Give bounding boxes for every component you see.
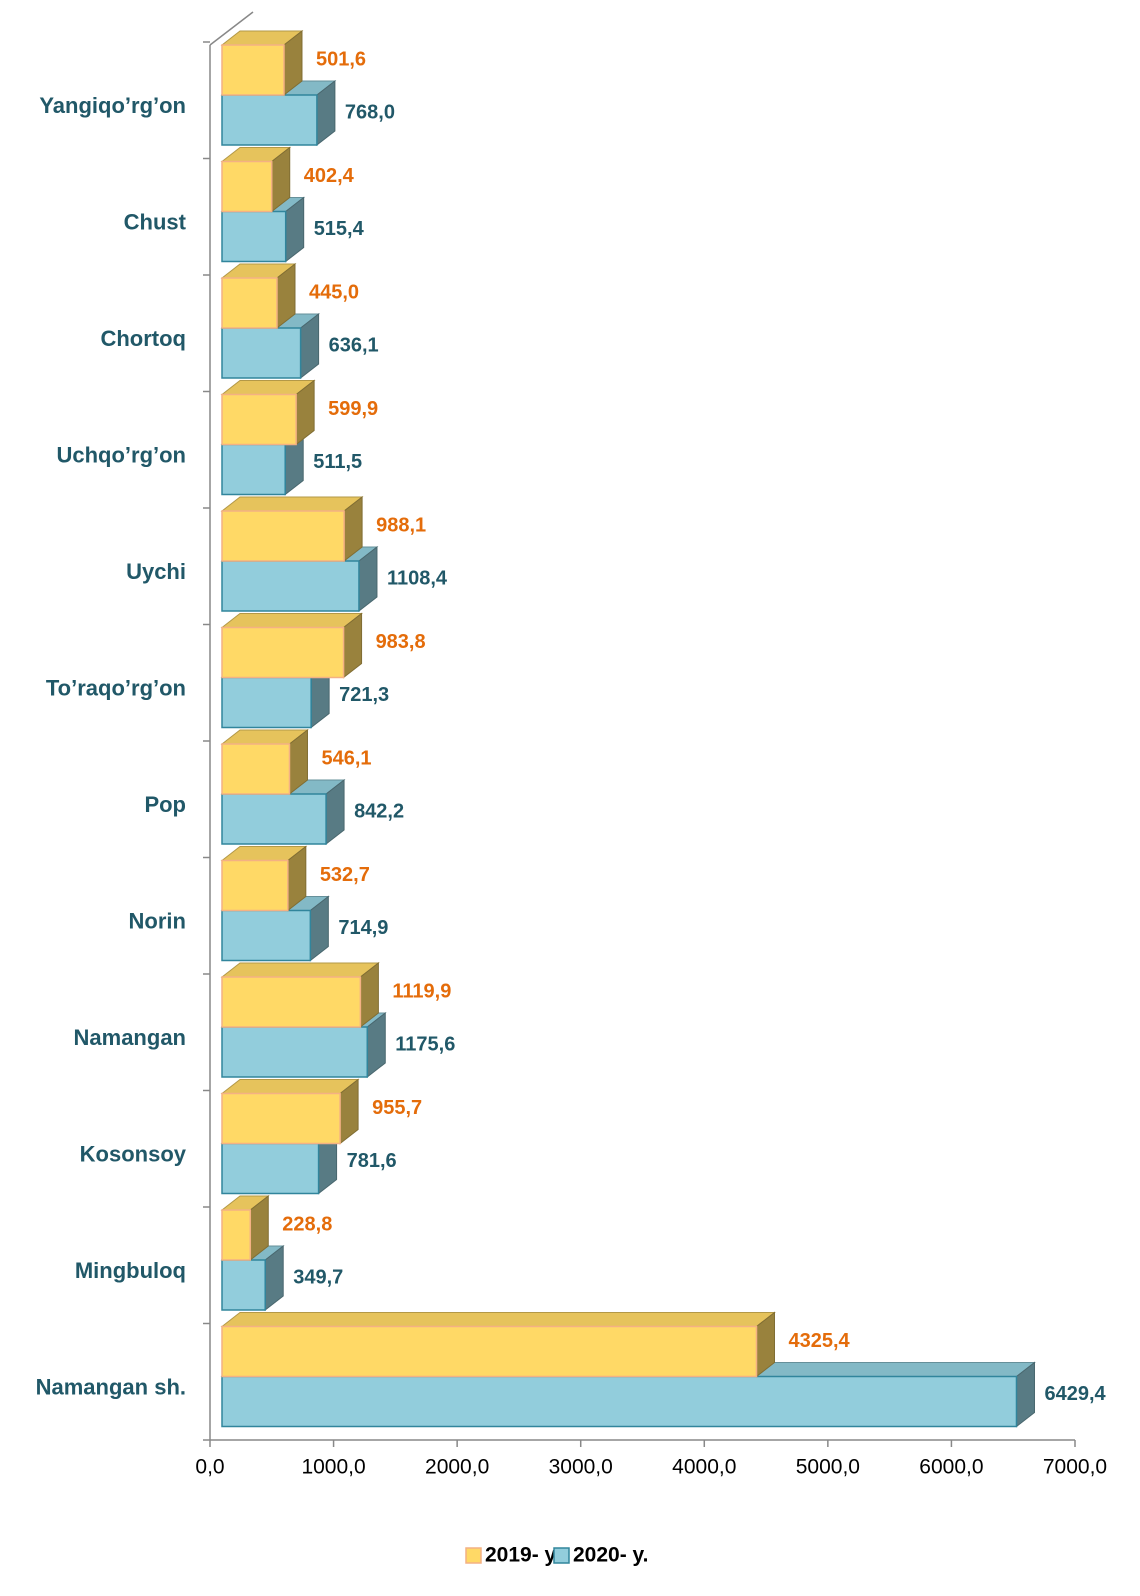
bar-top [220, 1079, 360, 1094]
data-label: 402,4 [304, 165, 355, 187]
legend-swatch [465, 1547, 482, 1564]
data-label: 532,7 [320, 864, 370, 886]
x-tick-label: 0,0 [195, 1456, 224, 1479]
data-label: 511,5 [313, 451, 362, 473]
bar [221, 626, 345, 679]
data-label: 636,1 [329, 334, 379, 356]
category-label: Uchqo’rg’on [56, 442, 186, 467]
category-label: Kosonsoy [80, 1141, 187, 1166]
data-label: 714,9 [338, 917, 388, 939]
data-label: 983,8 [376, 631, 426, 653]
bar [221, 1142, 320, 1195]
bar [221, 277, 278, 329]
data-label: 768,0 [345, 101, 395, 123]
bar-top [220, 613, 364, 628]
bar [221, 1325, 758, 1378]
bar [221, 859, 289, 912]
category-label: Yangiqo’rg’on [39, 93, 186, 118]
category-label: Mingbuloq [75, 1258, 186, 1283]
bar [221, 393, 297, 446]
bar-top [220, 962, 380, 978]
bar [221, 1259, 266, 1311]
legend-swatch [553, 1547, 570, 1564]
bar [221, 94, 318, 146]
data-label: 501,6 [316, 48, 366, 70]
data-label: 1108,4 [387, 567, 448, 589]
bar [221, 443, 286, 496]
category-label: Pop [144, 792, 186, 817]
x-tick-label: 3000,0 [549, 1456, 613, 1479]
bar [221, 210, 287, 263]
bar [221, 793, 327, 845]
data-label: 1175,6 [395, 1033, 455, 1055]
category-label: Uychi [126, 559, 186, 584]
data-label: 721,3 [339, 684, 389, 706]
bar [221, 676, 312, 729]
bar [221, 976, 362, 1028]
category-label: Chust [124, 209, 187, 234]
bar [221, 909, 312, 962]
data-label: 599,9 [328, 398, 378, 420]
data-label: 6429,4 [1044, 1383, 1106, 1405]
data-label: 781,6 [347, 1150, 397, 1172]
data-label: 4325,4 [788, 1330, 850, 1352]
category-label: Chortoq [100, 326, 186, 351]
category-label: Norin [129, 908, 186, 933]
data-label: 349,7 [293, 1266, 343, 1288]
category-label: Namangan sh. [36, 1374, 186, 1399]
x-tick-label: 2000,0 [425, 1456, 489, 1479]
bar-top [220, 1312, 776, 1327]
data-label: 842,2 [354, 800, 404, 822]
bar [221, 743, 291, 795]
bar [221, 44, 285, 96]
data-label: 955,7 [372, 1097, 422, 1119]
data-label: 546,1 [321, 747, 371, 769]
data-label: 988,1 [376, 514, 426, 536]
category-label: To’raqo’rg’on [46, 675, 186, 700]
bar [221, 1092, 341, 1145]
data-label: 445,0 [309, 281, 359, 303]
x-tick-label: 6000,0 [919, 1456, 983, 1479]
bar [221, 1375, 1018, 1428]
bar [221, 1026, 369, 1078]
legend-label: 2020- y. [573, 1544, 649, 1567]
bar [221, 560, 360, 612]
data-label: 515,4 [314, 218, 365, 240]
bar [221, 160, 273, 213]
bar-top [220, 496, 364, 512]
x-tick-label: 1000,0 [301, 1456, 365, 1479]
bar [221, 510, 345, 562]
bar [221, 327, 302, 379]
category-label: Namangan [74, 1025, 186, 1050]
bar [221, 1209, 252, 1261]
x-tick-label: 5000,0 [796, 1456, 860, 1479]
data-label: 228,8 [282, 1213, 332, 1235]
x-tick-label: 4000,0 [672, 1456, 736, 1479]
data-label: 1119,9 [392, 980, 451, 1002]
axis-wall [209, 11, 254, 46]
x-tick-label: 7000,0 [1043, 1456, 1107, 1479]
legend-label: 2019- y. [485, 1544, 561, 1567]
